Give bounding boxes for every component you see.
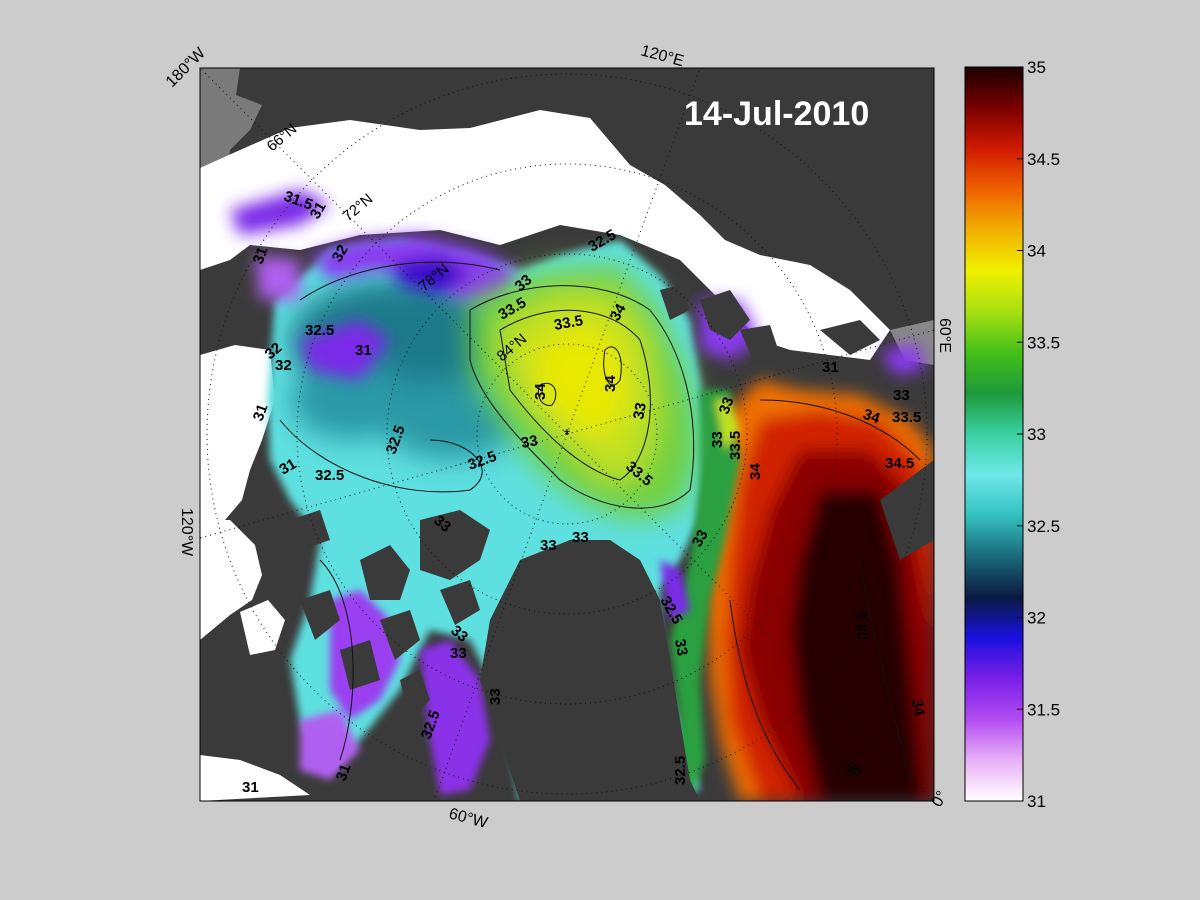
- salinity-green-strip: [670, 390, 740, 801]
- contour-value-label: 32: [275, 357, 292, 374]
- latitude-graticule: [200, 68, 934, 801]
- norway-coast: [880, 460, 934, 560]
- map-frame: [199, 67, 935, 802]
- contour-value-label: 33: [689, 527, 712, 550]
- lon-label-60e: 60°E: [936, 318, 953, 353]
- contour-value-label: 31: [822, 359, 839, 376]
- contour-value-label: 33: [487, 688, 504, 705]
- contour-value-label: 31: [277, 455, 300, 478]
- greenland: [480, 540, 700, 801]
- colorbar-tick-label: 31.5: [1027, 700, 1060, 719]
- contour-value-label: 31: [355, 342, 372, 359]
- contour-value-label: 34: [602, 375, 619, 392]
- colorbar-tick-label: 32.5: [1027, 517, 1060, 536]
- lon-label-120w: 120°W: [178, 508, 195, 557]
- contour-value-label: 31: [250, 402, 272, 423]
- contour-value-label: 32.5: [672, 756, 689, 785]
- colorbar: 35 34.5 34 33.5 33 32.5 32 31.5 31: [964, 58, 1060, 811]
- contour-value-label: 34: [861, 406, 883, 428]
- colorbar-tick-label: 31: [1027, 792, 1046, 811]
- contour-value-label: 34: [532, 383, 549, 400]
- land-gray-patch-right: [890, 320, 934, 365]
- contour-value-label: 33.5: [553, 312, 585, 334]
- salinity-atlantic-warm: [705, 380, 934, 801]
- franz-josef: [820, 320, 880, 355]
- arctic-map: * 66°N 72°N 78°N 84°N 31.5313132.5323131…: [200, 68, 934, 801]
- contour-value-label: 34: [908, 698, 928, 718]
- contour-value-label: 34: [607, 300, 630, 324]
- colorbar-bar: [964, 66, 1024, 802]
- contour-value-label: 31: [242, 779, 259, 796]
- colorbar-tick-label: 34: [1027, 242, 1046, 261]
- sea-ice-patch: [240, 600, 285, 655]
- colorbar-tick-label: 33.5: [1027, 333, 1060, 352]
- contour-value-label: 32: [329, 242, 352, 265]
- colorbar-tick-label: 34.5: [1027, 150, 1060, 169]
- contour-lines: [279, 261, 921, 791]
- contour-value-label: 31: [250, 245, 272, 266]
- contour-value-label: 33.5: [854, 611, 871, 640]
- contour-value-label: 33: [540, 537, 557, 554]
- contour-value-label: 33.5: [727, 431, 744, 460]
- date-label: 14-Jul-2010: [684, 95, 869, 133]
- contour-value-label: 35: [845, 762, 862, 779]
- contour-value-label: 31: [307, 199, 330, 222]
- svalbard: [700, 290, 750, 340]
- lon-label-120e: 120°E: [639, 42, 686, 70]
- colorbar-tick-label: 35: [1027, 58, 1046, 77]
- land-masses: [290, 285, 934, 801]
- colorbar-tick-label: 32: [1027, 609, 1046, 628]
- contour-value-label: 33: [893, 387, 910, 404]
- contour-value-label: 32.5: [305, 322, 334, 339]
- sea-ice-west: [200, 345, 275, 525]
- contour-value-label: 33: [520, 432, 539, 452]
- lon-label-60w: 60°W: [447, 805, 490, 832]
- contour-value-label: 33: [709, 431, 726, 448]
- pole-marker: *: [564, 427, 570, 444]
- contour-value-label: 33: [450, 645, 467, 662]
- contour-value-label: 33: [671, 638, 691, 657]
- contour-value-label: 33: [572, 529, 589, 546]
- contour-value-label: 34: [747, 463, 764, 480]
- contour-value-label: 33: [716, 395, 738, 416]
- contour-value-label: 33.5: [892, 409, 921, 426]
- lon-label-0: 0°: [929, 788, 951, 810]
- contour-value-label: 32.5: [315, 467, 344, 484]
- contour-value-label: 33: [630, 401, 650, 420]
- colorbar-tick-label: 33: [1027, 425, 1046, 444]
- colorbar-ticks: 35 34.5 34 33.5 33 32.5 32 31.5 31: [1017, 58, 1060, 811]
- contour-value-label: 34.5: [885, 455, 914, 472]
- contour-value-label: 31: [333, 762, 355, 783]
- sea-ice-southwest: [200, 520, 310, 801]
